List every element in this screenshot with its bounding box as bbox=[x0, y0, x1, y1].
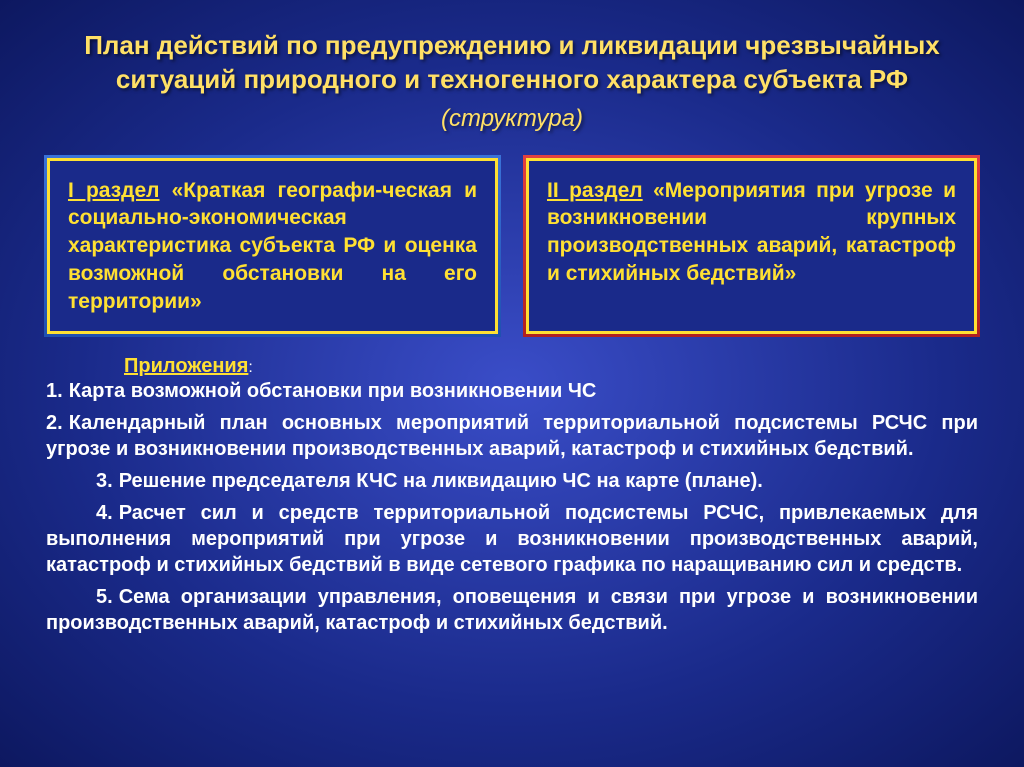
appendix-item-number: 1. bbox=[46, 380, 63, 402]
page-subtitle: (структура) bbox=[44, 105, 980, 133]
appendix-item: 5.Сема организации управления, оповещени… bbox=[46, 584, 978, 636]
appendix-title: Приложения bbox=[124, 355, 248, 377]
appendix-list: 1. Карта возможной обстановки при возникн… bbox=[44, 378, 980, 636]
appendix-item-number: 3. bbox=[96, 470, 113, 492]
appendix-item-number: 4. bbox=[96, 502, 113, 524]
appendix-item-text: Расчет сил и средств территориальной под… bbox=[46, 502, 978, 576]
appendix-item-text: Календарный план основных мероприятий те… bbox=[46, 412, 978, 460]
section-1-label: I раздел bbox=[68, 179, 160, 202]
appendix-item-number: 2. bbox=[46, 412, 63, 434]
section-2-label: II раздел bbox=[547, 179, 643, 202]
section-1-text: I раздел «Краткая географи-ческая и соци… bbox=[68, 177, 477, 316]
section-1-box: I раздел «Краткая географи-ческая и соци… bbox=[47, 158, 498, 335]
section-2-box: II раздел «Мероприятия при угрозе и возн… bbox=[526, 158, 977, 335]
appendix-item-text: Карта возможной обстановки при возникнов… bbox=[69, 380, 597, 402]
page-title: План действий по предупреждению и ликвид… bbox=[44, 28, 980, 97]
appendix-colon: : bbox=[248, 359, 252, 376]
appendix-item: 2.Календарный план основных мероприятий … bbox=[46, 410, 978, 462]
appendix-item: 4.Расчет сил и средств территориальной п… bbox=[46, 500, 978, 578]
appendix-item-number: 5. bbox=[96, 586, 113, 608]
section-2-frame: II раздел «Мероприятия при угрозе и возн… bbox=[523, 155, 980, 338]
appendix-item: 3. Решение председателя КЧС на ликвидацию… bbox=[46, 468, 978, 494]
appendix-item-text: Сема организации управления, оповещения … bbox=[46, 586, 978, 634]
appendix-item: 1. Карта возможной обстановки при возникн… bbox=[46, 378, 978, 404]
section-boxes-row: I раздел «Краткая географи-ческая и соци… bbox=[44, 155, 980, 338]
section-2-text: II раздел «Мероприятия при угрозе и возн… bbox=[547, 177, 956, 288]
appendix-heading: Приложения: bbox=[44, 355, 980, 378]
section-1-frame: I раздел «Краткая географи-ческая и соци… bbox=[44, 155, 501, 338]
appendix-item-text: Решение председателя КЧС на ликвидацию Ч… bbox=[119, 470, 763, 492]
